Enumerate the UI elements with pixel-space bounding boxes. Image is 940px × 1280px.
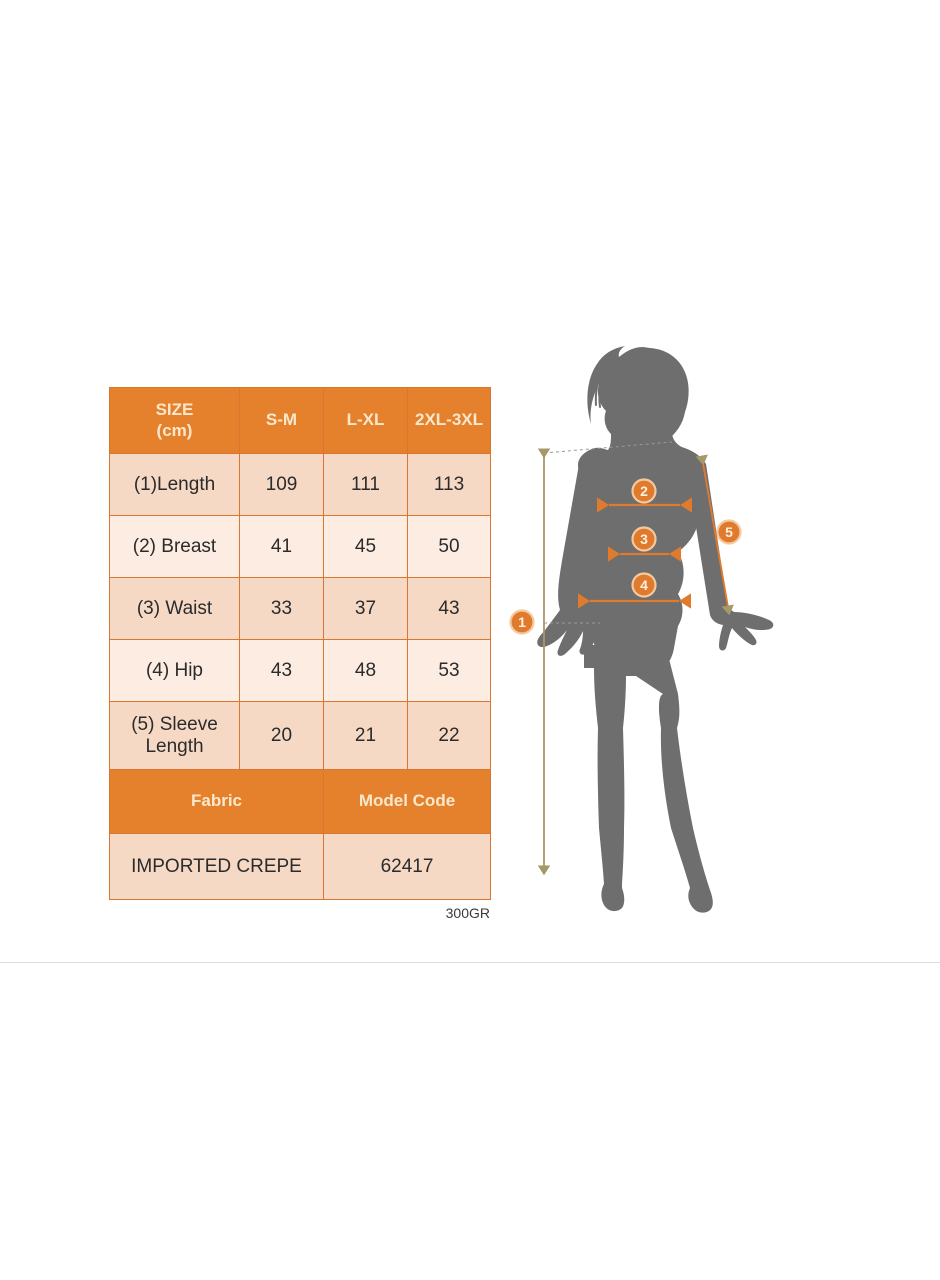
- svg-text:5: 5: [725, 524, 733, 540]
- svg-text:3: 3: [640, 531, 648, 547]
- svg-text:1: 1: [518, 614, 526, 630]
- svg-text:2: 2: [640, 483, 648, 499]
- svg-text:4: 4: [640, 577, 648, 593]
